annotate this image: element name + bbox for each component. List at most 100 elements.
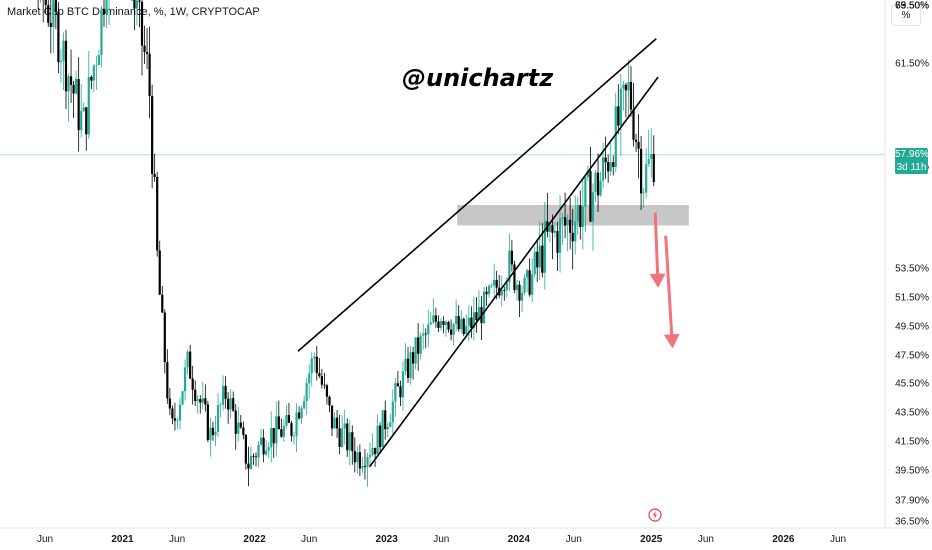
candle [77,57,80,152]
candle [586,165,590,181]
y-tick-label: 45.50% [895,378,929,390]
candle [259,429,263,447]
candle [419,332,422,360]
candle [490,283,493,288]
candle [356,446,359,474]
candle [272,427,275,458]
candle [429,312,432,326]
candle [257,441,260,468]
candle [135,0,139,26]
candle [465,314,468,338]
bearish-arrow[interactable] [649,212,666,288]
candle [209,417,212,457]
candle [323,372,326,389]
candle [325,383,329,405]
candle [642,188,645,208]
candle [480,296,483,341]
candle [404,343,407,376]
candle [422,323,425,350]
candle [579,190,582,240]
candle [391,389,394,435]
candle [300,405,303,424]
wedge-upper-trendline[interactable] [297,37,657,352]
unit-toggle-button[interactable]: % [891,4,921,26]
candle [156,171,159,257]
x-tick-label: Jun [169,534,186,545]
candle [346,418,349,457]
candle [199,395,202,414]
candle [487,284,491,298]
candle [224,376,227,409]
y-tick-label: 53.50% [895,263,929,275]
candle [371,433,374,457]
candle [531,258,534,303]
candle [318,358,321,379]
x-tick-label: 2026 [772,534,795,545]
candle [508,233,511,292]
candle [72,81,75,118]
candle [87,50,90,139]
candle [54,0,57,29]
candle [617,84,620,135]
candle [262,429,265,463]
candle [204,384,207,412]
y-tick-label: 39.50% [895,465,929,477]
candle [242,421,245,440]
candle [452,322,455,346]
candle [379,422,382,453]
candle [313,352,316,372]
lightning-event-icon[interactable] [648,508,662,522]
current-price-value: 57.96% [895,148,929,160]
candle [652,135,655,187]
candle [584,176,587,233]
candle [280,418,283,438]
candle [553,221,557,238]
candle [561,213,564,245]
candle [399,380,402,407]
y-tick-label: 37.90% [895,495,929,507]
candle [267,441,270,459]
candle [338,414,341,455]
candle [163,309,166,374]
candle [148,26,151,119]
x-tick-label: 2023 [375,534,398,545]
y-tick-label: 61.50% [895,58,929,70]
candle [285,404,288,429]
candle [143,25,146,64]
y-tick-label: 73.50% [895,0,929,12]
candle [158,240,161,296]
candle [82,102,85,113]
candle [133,0,136,31]
candle [647,130,650,167]
candle [619,74,622,156]
candle [533,246,536,278]
candle [650,128,653,178]
candle [333,412,336,429]
candle [634,133,638,153]
candle [581,177,584,250]
candle [47,0,50,27]
candle [368,442,372,468]
candle [105,0,108,29]
y-tick-label: 41.50% [895,436,929,448]
candle [624,82,628,118]
candle [97,49,101,65]
candle [173,402,177,431]
candle [470,306,473,339]
candle [520,285,524,313]
candle [52,0,55,54]
candle [85,106,88,151]
candle [161,285,164,314]
x-tick-label: Jun [829,534,847,545]
candle [449,319,453,341]
candle [447,320,450,333]
candle [384,400,387,440]
candle [602,142,605,188]
wedge-lower-trendline[interactable] [369,76,659,468]
candle [503,286,506,301]
candle [75,70,78,95]
candle [201,381,204,410]
bearish-arrow[interactable] [663,235,680,349]
candle [140,0,144,76]
